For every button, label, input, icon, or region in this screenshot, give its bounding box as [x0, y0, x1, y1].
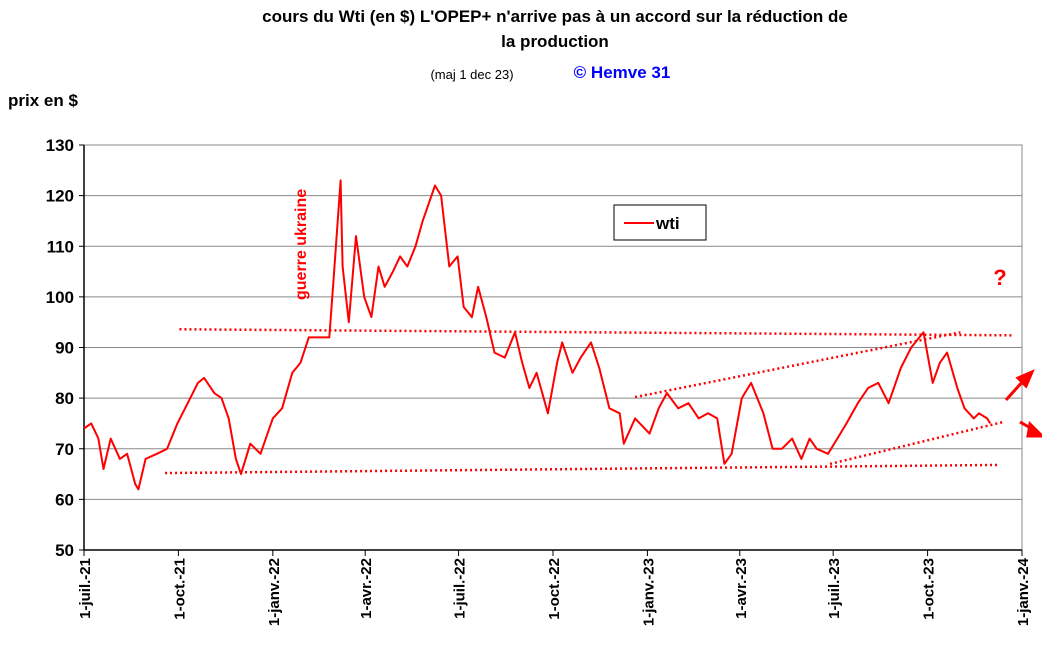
annotation: guerre ukraine [293, 189, 310, 300]
legend-label: wti [655, 214, 680, 233]
arrow-up [1004, 378, 1026, 402]
data-line [83, 179, 992, 491]
x-tick-label: 1-janv.-22 [266, 558, 283, 626]
trend-line [634, 331, 961, 399]
x-tick-label: 1-juil.-21 [77, 558, 94, 619]
arrow-head [1026, 420, 1042, 438]
y-tick-label: 120 [46, 187, 74, 206]
x-tick-label: 1-avr.-22 [358, 558, 375, 619]
y-tick-label: 110 [47, 237, 74, 256]
chart-title: la production [501, 32, 609, 51]
y-axis-label: prix en $ [8, 91, 78, 110]
credit: © Hemve 31 [574, 63, 671, 82]
arrows [1004, 369, 1042, 438]
y-tick-label: 130 [46, 136, 74, 155]
y-tick-label: 80 [55, 389, 74, 408]
y-tick-label: 60 [55, 490, 74, 509]
y-tick-label: 100 [46, 288, 74, 307]
x-tick-label: 1-janv.-23 [640, 558, 657, 626]
annotation: ? [993, 265, 1006, 290]
x-tick-label: 1-janv.-24 [1015, 557, 1032, 626]
x-tick-label: 1-juil.-22 [452, 558, 469, 619]
chart-subtitle: (maj 1 dec 23) [430, 67, 513, 82]
x-tick-label: 1-oct.-21 [171, 558, 188, 620]
x-tick-label: 1-oct.-23 [921, 558, 938, 620]
trend-line [179, 328, 1012, 337]
x-tick-label: 1-oct.-22 [546, 558, 563, 620]
y-tick-label: 50 [55, 541, 74, 560]
x-tick-label: 1-juil.-23 [826, 558, 843, 619]
y-tick-label: 70 [55, 440, 74, 459]
trend-line [165, 463, 999, 475]
y-tick-label: 90 [55, 339, 74, 358]
x-tick-label: 1-avr.-23 [733, 558, 750, 619]
arrow-head [1015, 369, 1035, 389]
chart-title: cours du Wti (en $) L'OPEP+ n'arrive pas… [262, 7, 848, 26]
